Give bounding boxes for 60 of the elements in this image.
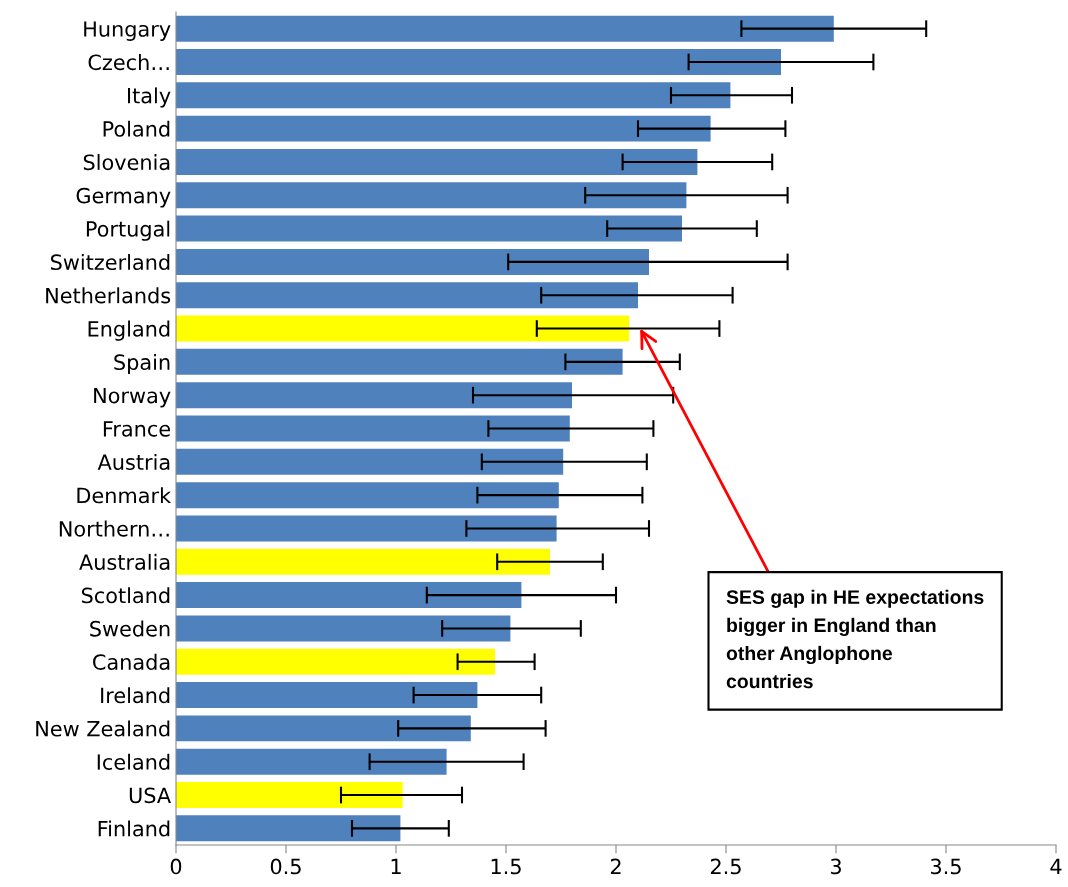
y-tick-label: USA [129, 787, 171, 804]
y-tick-label: Czech… [88, 54, 169, 71]
bar [176, 482, 559, 509]
y-tick-label: Netherlands [46, 287, 171, 304]
x-tick-label: 0 [170, 858, 182, 875]
bar [176, 715, 471, 742]
bar [176, 82, 731, 109]
y-tick-label: Norway [94, 387, 171, 408]
y-tick-label: Slovenia [83, 154, 170, 171]
x-tick-label: 4 [1050, 858, 1062, 875]
x-tick-label: 3.5 [931, 858, 961, 875]
bar [176, 182, 687, 209]
bar [176, 415, 570, 442]
y-tick-label: England [88, 320, 170, 341]
bar [176, 382, 572, 409]
x-tick-label: 2.5 [710, 858, 741, 875]
bar [176, 48, 781, 75]
bar [176, 148, 698, 175]
bar [176, 315, 630, 342]
y-tick-label: New Zealand [36, 720, 170, 737]
bar [176, 248, 649, 275]
y-tick-label: Italy [127, 87, 171, 108]
y-tick-label: Germany [76, 187, 171, 208]
bar [176, 582, 522, 609]
bar [176, 615, 511, 642]
y-tick-label: France [103, 421, 171, 437]
x-tick-label: 1 [391, 858, 401, 875]
bar [176, 815, 401, 842]
x-tick-label: 0.5 [270, 858, 301, 875]
y-tick-label: Canada [93, 653, 170, 670]
y-tick-label: Ireland [101, 687, 170, 704]
bar [176, 282, 638, 309]
bar [176, 348, 623, 375]
y-tick-label: Poland [103, 120, 170, 137]
y-tick-label: Spain [114, 353, 170, 375]
y-tick-label: Finland [98, 820, 170, 837]
bar [176, 548, 550, 575]
y-tick-label: Sweden [90, 620, 170, 637]
bar [176, 648, 495, 675]
y-tick-label: Australia [79, 553, 170, 570]
x-tick-label: 2 [610, 858, 621, 875]
bar [176, 682, 478, 709]
x-tick-label: 3 [830, 858, 841, 875]
bar [176, 782, 403, 809]
bar [176, 448, 564, 475]
y-tick-label: Iceland [97, 753, 170, 770]
y-tick-label: Switzerland [50, 253, 170, 271]
bar [176, 15, 834, 42]
y-tick-label: Scotland [81, 587, 170, 604]
x-tick-label: 1.5 [491, 858, 521, 875]
y-tick-label: Austria [97, 453, 170, 471]
y-tick-label: Hungary [84, 21, 171, 41]
bar [176, 515, 557, 542]
bar [176, 748, 447, 775]
y-tick-label: Northern… [59, 520, 169, 537]
y-tick-label: Portugal [86, 220, 170, 241]
bar [176, 215, 682, 242]
annotation: SES gap in HE expectations bigger in England than other Anglophone countries [726, 589, 984, 689]
bar [176, 115, 711, 142]
y-tick-label: Denmark [77, 487, 172, 504]
